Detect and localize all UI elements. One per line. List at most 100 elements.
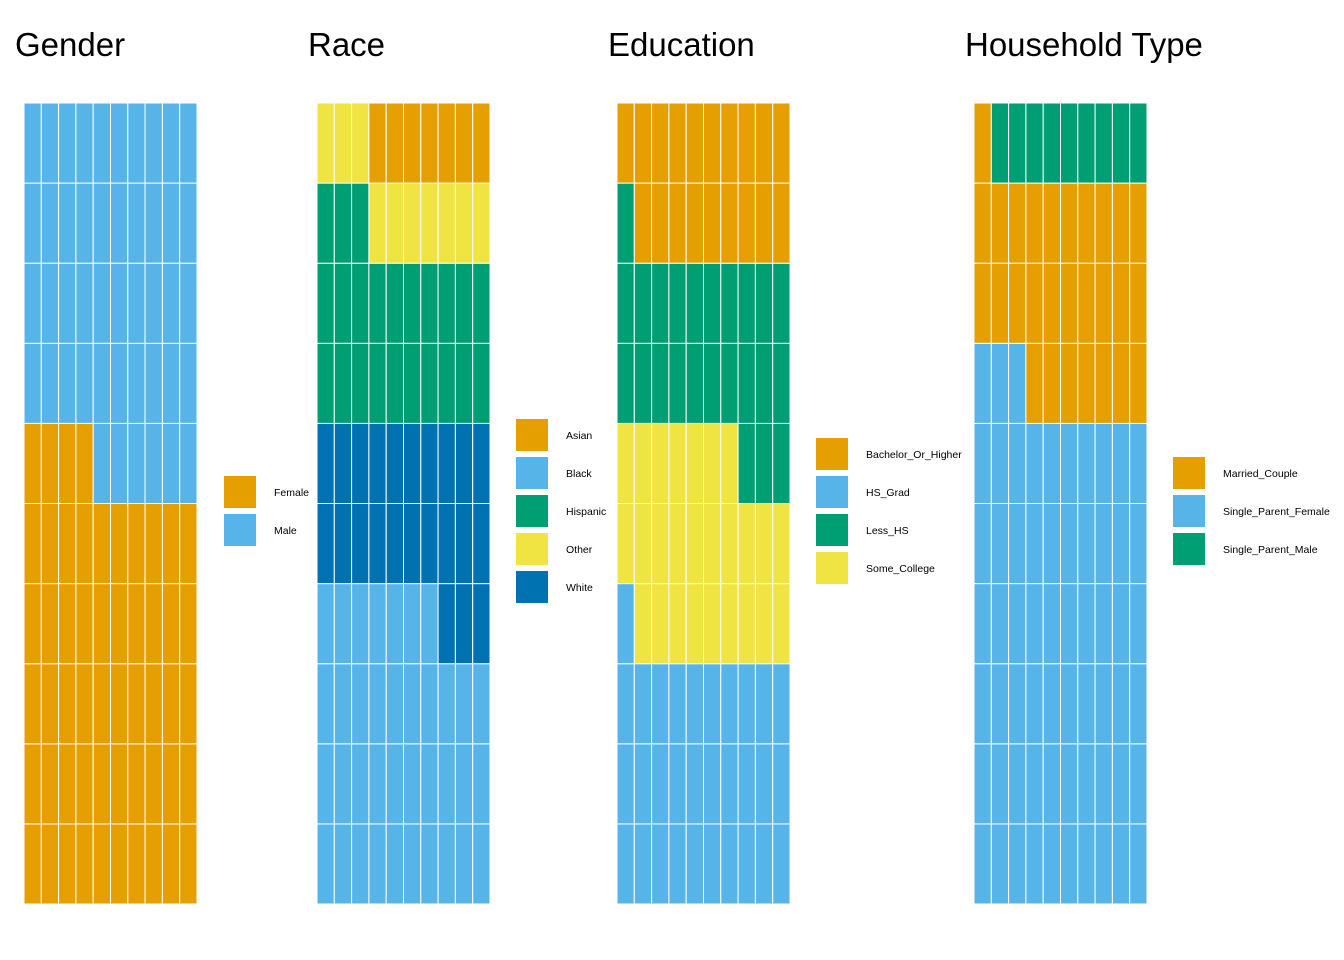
waffle-cell-some-college	[651, 503, 670, 585]
waffle-cell-hs-grad	[616, 823, 635, 905]
legend-label-hispanic: Hispanic	[566, 506, 606, 518]
waffle-cell-male	[40, 342, 60, 424]
legend-label-married-couple: Married_Couple	[1223, 468, 1298, 480]
waffle-cell-some-college	[668, 503, 687, 585]
waffle-cell-male	[58, 182, 77, 264]
waffle-cell-other	[403, 182, 422, 264]
waffle-cell-single-parent-female	[1042, 823, 1061, 905]
waffle-cell-single-parent-female	[990, 422, 1010, 504]
waffle-cell-female	[58, 503, 77, 585]
waffle-cell-black	[403, 743, 422, 825]
waffle-cell-black	[316, 663, 335, 745]
waffle-cell-female	[127, 743, 146, 825]
waffle-cell-single-parent-female	[1008, 342, 1027, 424]
waffle-cell-married-couple	[1094, 262, 1113, 344]
waffle-cell-hs-grad	[720, 743, 739, 825]
waffle-cell-less-hs	[703, 262, 722, 344]
waffle-cell-other	[385, 182, 405, 264]
legend-label-bachelor-or-higher: Bachelor_Or_Higher	[866, 449, 962, 461]
waffle-cell-female	[58, 823, 77, 905]
legend-key-other	[516, 533, 548, 565]
waffle-cell-black	[351, 663, 370, 745]
waffle-cell-white	[454, 422, 474, 504]
legend-key-single-parent-male	[1173, 533, 1205, 565]
waffle-cell-married-couple	[1111, 262, 1131, 344]
waffle-cell-married-couple	[1042, 182, 1061, 264]
waffle-cell-male	[23, 262, 42, 344]
waffle-cell-female	[127, 823, 146, 905]
waffle-cell-some-college	[668, 422, 687, 504]
waffle-cell-white	[437, 583, 456, 665]
gender-panel-title: Gender	[15, 26, 126, 63]
waffle-cell-hs-grad	[720, 663, 739, 745]
waffle-cell-other	[472, 182, 491, 264]
waffle-cell-hispanic	[368, 262, 387, 344]
waffle-cell-female	[110, 663, 129, 745]
waffle-cell-some-college	[772, 503, 791, 585]
waffle-cell-female	[179, 663, 198, 745]
waffle-cell-white	[385, 503, 405, 585]
legend-key-black	[516, 457, 548, 489]
waffle-cell-female	[144, 663, 163, 745]
waffle-cell-male	[23, 342, 42, 424]
waffle-cell-some-college	[720, 583, 739, 665]
legend-key-bachelor-or-higher	[816, 438, 848, 470]
waffle-cell-bachelor-or-higher	[633, 102, 653, 184]
waffle-cell-less-hs	[772, 262, 791, 344]
waffle-cell-male	[110, 182, 129, 264]
legend-key-female	[224, 476, 256, 508]
waffle-cell-hispanic	[385, 342, 405, 424]
legend-key-less-hs	[816, 514, 848, 546]
waffle-cell-female	[40, 823, 60, 905]
waffle-cell-male	[92, 182, 111, 264]
waffle-cell-male	[144, 422, 163, 504]
legend-label-single-parent-male: Single_Parent_Male	[1223, 544, 1318, 556]
waffle-cell-single-parent-female	[1060, 422, 1079, 504]
education-panel-title: Education	[608, 26, 755, 63]
waffle-cell-married-couple	[973, 262, 992, 344]
waffle-cell-some-college	[737, 583, 756, 665]
waffle-cell-female	[110, 583, 129, 665]
waffle-cell-black	[333, 583, 353, 665]
waffle-cell-white	[316, 503, 335, 585]
waffle-cell-hispanic	[333, 342, 353, 424]
legend-label-single-parent-female: Single_Parent_Female	[1223, 506, 1330, 518]
waffle-cell-single-parent-female	[973, 342, 992, 424]
waffle-cell-hispanic	[472, 342, 491, 424]
waffle-cell-single-parent-female	[1025, 583, 1044, 665]
waffle-cell-white	[437, 503, 456, 585]
waffle-cell-less-hs	[703, 342, 722, 424]
legend-key-white	[516, 571, 548, 603]
waffle-cell-hispanic	[403, 342, 422, 424]
waffle-cell-female	[127, 663, 146, 745]
waffle-cell-asian	[454, 102, 474, 184]
legend-key-male	[224, 514, 256, 546]
waffle-cell-female	[127, 503, 146, 585]
waffle-cell-married-couple	[1111, 342, 1131, 424]
waffle-cell-female	[23, 823, 42, 905]
waffle-cell-male	[127, 422, 146, 504]
waffle-cell-single-parent-female	[1042, 583, 1061, 665]
waffle-cell-less-hs	[633, 262, 653, 344]
waffle-cell-some-college	[633, 503, 653, 585]
waffle-cell-single-parent-female	[1060, 823, 1079, 905]
waffle-cell-female	[23, 422, 42, 504]
waffle-cell-single-parent-female	[1042, 503, 1061, 585]
waffle-cell-single-parent-female	[990, 823, 1010, 905]
waffle-cell-female	[75, 422, 94, 504]
waffle-cell-hs-grad	[633, 823, 653, 905]
waffle-cell-single-parent-male	[1129, 102, 1148, 184]
waffle-cell-single-parent-female	[1111, 583, 1131, 665]
waffle-cell-single-parent-male	[1111, 102, 1131, 184]
waffle-cell-male	[144, 262, 163, 344]
waffle-cell-single-parent-female	[1025, 743, 1044, 825]
waffle-cell-white	[472, 422, 491, 504]
waffle-cell-hispanic	[385, 262, 405, 344]
waffle-cell-single-parent-female	[1077, 743, 1096, 825]
waffle-cell-female	[144, 743, 163, 825]
race-panel-title: Race	[308, 26, 386, 63]
waffle-cell-white	[472, 583, 491, 665]
waffle-cell-married-couple	[1025, 182, 1044, 264]
waffle-cell-male	[127, 102, 146, 184]
